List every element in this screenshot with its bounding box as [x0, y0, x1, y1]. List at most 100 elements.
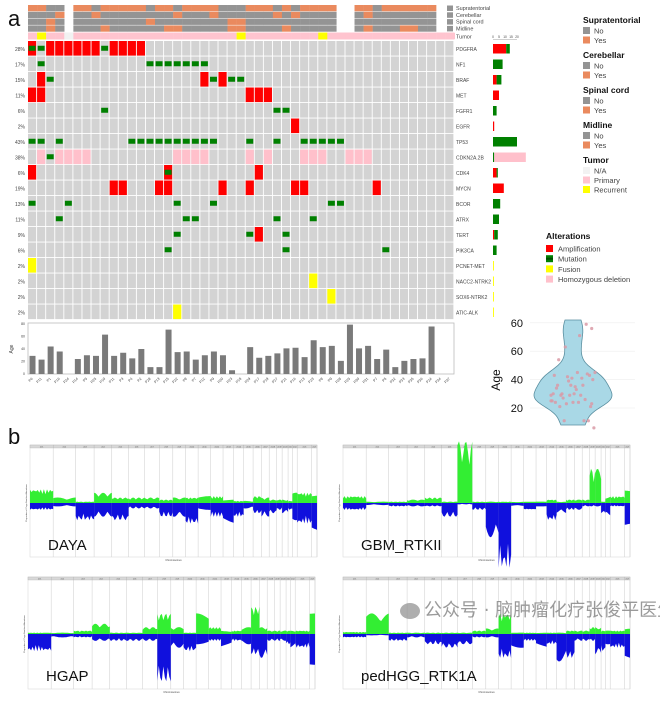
- grid-cell: [381, 72, 390, 87]
- legend-swatch: [583, 176, 590, 184]
- grid-cell: [55, 118, 64, 134]
- mutation-mark: [173, 138, 181, 144]
- cnv-loss-area: [172, 503, 186, 517]
- grid-cell: [399, 180, 409, 196]
- track-label: Tumor: [456, 35, 472, 41]
- track-cell: [91, 18, 101, 25]
- sample-label: P10: [99, 377, 106, 384]
- grid-cell: [291, 289, 300, 304]
- grid-cell: [164, 149, 173, 165]
- cnv-loss-area: [498, 634, 512, 658]
- track-cell: [136, 5, 147, 12]
- deletion-mark: [191, 149, 200, 165]
- chromosome-label: chr18: [584, 446, 589, 448]
- deletion-mark: [263, 149, 272, 165]
- grid-cell: [118, 56, 127, 72]
- cnv-gain-area: [485, 628, 499, 634]
- grid-cell: [218, 258, 227, 273]
- grid-cell: [109, 72, 118, 87]
- cnv-loss-area: [208, 634, 221, 641]
- track-cell: [145, 18, 156, 25]
- grid-cell: [118, 87, 127, 103]
- grid-cell: [182, 196, 191, 211]
- grid-cell: [191, 103, 200, 118]
- cnv-loss-area: [582, 634, 590, 641]
- deletion-mark: [55, 149, 64, 165]
- amplification-mark: [300, 180, 309, 196]
- grid-cell: [154, 196, 164, 211]
- grid-cell: [91, 180, 100, 196]
- grid-cell: [418, 165, 427, 180]
- chromosome-label: chr20: [596, 446, 601, 448]
- grid-cell: [336, 227, 345, 242]
- grid-cell: [245, 41, 254, 56]
- cnv-y-axis-label: Proportion of Copy Number Alterations: [25, 483, 28, 521]
- track-cell: [245, 11, 255, 19]
- cnv-loss-area: [274, 634, 281, 641]
- grid-cell: [127, 103, 136, 118]
- track-cell: [154, 18, 165, 25]
- sample-label: P1: [46, 377, 52, 383]
- sample-label: P9: [327, 377, 333, 383]
- amplification-mark: [55, 41, 64, 56]
- cnv-gain-area: [28, 632, 52, 634]
- grid-cell: [91, 227, 100, 242]
- age-tick-label: 20: [21, 360, 25, 364]
- cnv-loss-area: [424, 503, 442, 507]
- grid-cell: [209, 289, 218, 304]
- cnv-loss-area: [595, 503, 602, 507]
- grid-cell: [281, 289, 291, 304]
- grid-cell: [390, 196, 399, 211]
- grid-cell: [91, 56, 100, 72]
- grid-cell: [64, 134, 73, 149]
- gene-label: ATRX: [456, 217, 470, 223]
- amplification-frequency-bar: [493, 44, 507, 54]
- amplification-mark: [109, 180, 118, 196]
- mutation-frequency-bar: [493, 214, 499, 224]
- grid-cell: [55, 87, 64, 103]
- cnv-gain-area: [589, 468, 596, 503]
- track-cell: [118, 25, 128, 32]
- age-bar: [337, 360, 344, 374]
- cnv-x-axis-label: Chromosomes: [165, 559, 182, 562]
- track-cell: [227, 25, 237, 32]
- chromosome-label: chr14: [549, 578, 554, 580]
- violin-point: [554, 386, 559, 390]
- mutation-mark: [146, 138, 154, 144]
- sample-label: P7: [191, 377, 197, 383]
- cnv-loss-area: [388, 503, 408, 507]
- grid-cell: [109, 289, 118, 304]
- cnv-gain-area: [624, 490, 630, 503]
- mutation-mark: [300, 138, 308, 144]
- mutation-frequency-bar: [506, 44, 510, 54]
- grid-cell: [272, 41, 282, 56]
- grid-cell: [209, 41, 218, 56]
- grid-cell: [91, 304, 100, 320]
- track-cell: [73, 5, 83, 12]
- grid-cell: [418, 72, 427, 87]
- grid-cell: [408, 41, 418, 56]
- fusion-frequency-bar: [493, 261, 494, 271]
- amplification-mark: [118, 41, 127, 56]
- grid-cell: [191, 196, 200, 211]
- track-cell: [191, 18, 201, 25]
- grid-cell: [408, 134, 418, 149]
- track-cell: [254, 11, 265, 19]
- chromosome-label: chr17: [576, 446, 581, 448]
- mutation-frequency-bar: [493, 137, 517, 147]
- grid-cell: [127, 258, 136, 273]
- grid-cell: [318, 227, 327, 242]
- track-cell: [200, 25, 210, 32]
- track-cell: [236, 5, 246, 12]
- grid-cell: [209, 273, 218, 289]
- grid-cell: [327, 227, 336, 242]
- chromosome-label: chr15: [559, 578, 564, 580]
- legend-item: No: [594, 27, 604, 36]
- track-cell: [354, 18, 364, 25]
- grid-cell: [200, 41, 209, 56]
- grid-cell: [318, 304, 327, 320]
- tumor-cell: [372, 32, 382, 40]
- tumor-cell: [55, 32, 65, 40]
- cnv-loss-area: [253, 503, 262, 514]
